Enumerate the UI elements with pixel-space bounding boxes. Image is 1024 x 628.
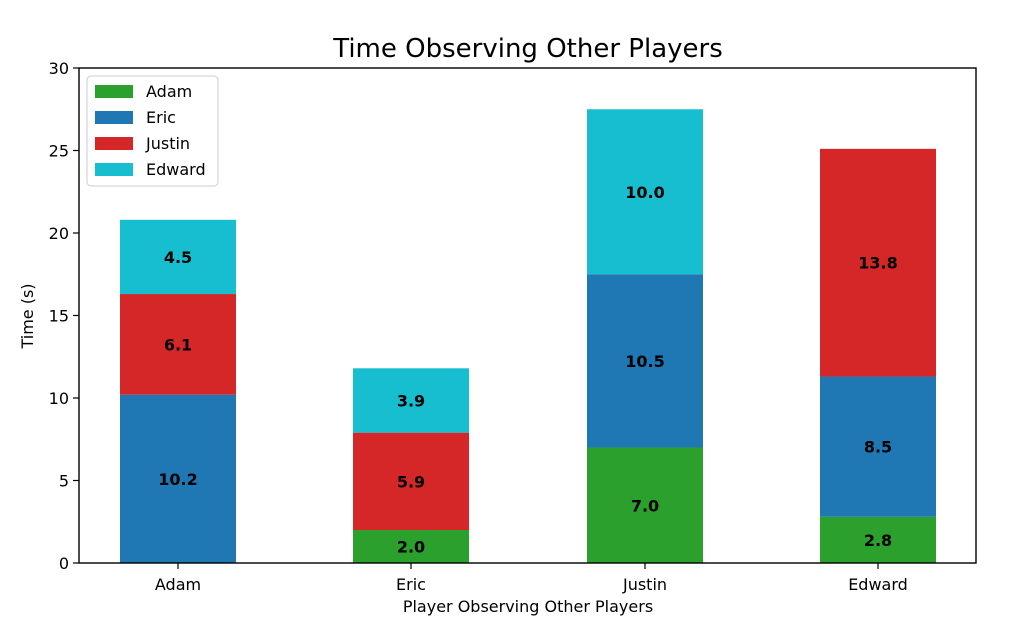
bar-segment-adam-justin — [120, 294, 236, 395]
bar-segment-justin-eric — [587, 274, 703, 448]
bar-segment-adam-eric — [120, 394, 236, 563]
bar-segment-edward-justin — [820, 148, 936, 377]
legend-label: Justin — [145, 134, 190, 153]
y-axis-ticks: 0 5 10 15 20 25 30 — [49, 59, 79, 573]
legend-swatch — [95, 163, 133, 176]
data-label: 6.1 — [164, 335, 192, 354]
bar-segment-edward-eric — [820, 376, 936, 517]
x-tick-label: Edward — [848, 575, 908, 594]
bar-segment-eric-edward — [353, 368, 469, 433]
bar-segment-justin-adam — [587, 447, 703, 563]
data-label: 7.0 — [631, 496, 659, 515]
data-label: 4.5 — [164, 248, 192, 267]
x-axis-ticks: Adam Eric Justin Edward — [155, 563, 908, 594]
y-tick-label: 30 — [49, 59, 69, 78]
bar-segment-edward-adam — [820, 516, 936, 563]
data-label: 8.5 — [864, 438, 892, 457]
data-label: 2.8 — [864, 531, 892, 550]
legend-label: Adam — [146, 82, 192, 101]
y-tick-label: 0 — [59, 554, 69, 573]
legend-swatch — [95, 137, 133, 150]
data-label: 10.5 — [625, 352, 664, 371]
chart-title: Time Observing Other Players — [332, 34, 723, 64]
y-tick-label: 5 — [59, 472, 69, 491]
data-label: 5.9 — [397, 472, 425, 491]
y-tick-label: 25 — [49, 142, 69, 161]
bar-labels-group: 10.2 6.1 4.5 2.0 5.9 3.9 7.0 10.5 10.0 2.8 8.5 13.8 — [158, 183, 897, 557]
bar-segment-eric-justin — [353, 432, 469, 530]
data-label: 10.0 — [625, 183, 664, 202]
x-tick-label: Eric — [396, 575, 426, 594]
legend-label: Edward — [146, 160, 206, 179]
legend-frame — [86, 75, 219, 187]
legend-label: Eric — [146, 108, 176, 127]
y-axis-title: Time (s) — [18, 283, 37, 349]
bar-segment-adam-edward — [120, 219, 236, 295]
bars-group — [120, 109, 936, 563]
x-tick-label: Adam — [155, 575, 201, 594]
bar-segment-justin-edward — [587, 109, 703, 275]
y-tick-label: 20 — [49, 224, 69, 243]
data-label: 3.9 — [397, 391, 425, 410]
legend-swatch — [95, 111, 133, 124]
data-label: 13.8 — [858, 254, 897, 273]
legend: Adam Eric Justin Edward — [86, 75, 219, 187]
y-tick-label: 15 — [49, 307, 69, 326]
x-tick-label: Justin — [622, 575, 667, 594]
x-axis-title: Player Observing Other Players — [403, 597, 653, 616]
bar-segment-eric-adam — [353, 530, 469, 563]
data-label: 10.2 — [158, 470, 197, 489]
data-label: 2.0 — [397, 538, 425, 557]
legend-swatch — [95, 85, 133, 98]
y-tick-label: 10 — [49, 389, 69, 408]
